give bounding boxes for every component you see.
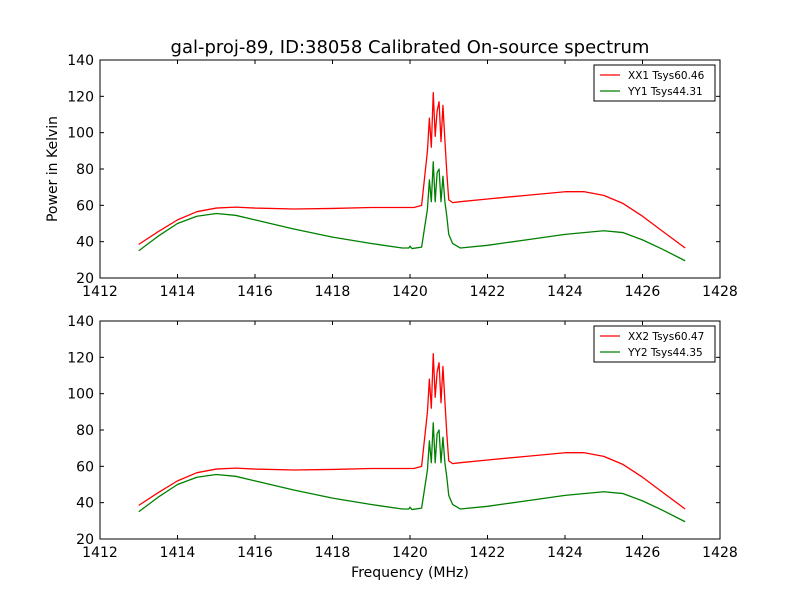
- y-tick-label: 120: [67, 89, 94, 105]
- x-tick-label: 1426: [625, 545, 661, 561]
- y-tick-label: 80: [76, 162, 94, 178]
- legend: XX2 Tsys60.47 YY2 Tsys44.35: [593, 325, 716, 363]
- y-tick-label: 20: [76, 532, 94, 548]
- series-line-xx2: [138, 353, 686, 510]
- y-tick-label: 60: [76, 459, 94, 475]
- series-line-xx1: [138, 92, 686, 249]
- plot-area-frame: [99, 59, 721, 279]
- chart-panel-1: 1412 1414 1416 1418 1420 1422 1424 1426 1428 20 40…: [45, 53, 738, 300]
- x-tick-label: 1412: [82, 284, 118, 300]
- y-tick-label: 140: [67, 314, 94, 330]
- x-axis-label: Frequency (MHz): [351, 565, 469, 581]
- y-tick-label: 40: [76, 235, 94, 251]
- legend-box: [593, 325, 716, 363]
- plot-area-frame: [99, 320, 721, 540]
- series-line-yy1: [138, 161, 686, 262]
- y-tick-label: 20: [76, 271, 94, 287]
- x-tick-label: 1414: [160, 545, 196, 561]
- y-tick-label: 60: [76, 198, 94, 214]
- y-tick-label: 120: [67, 350, 94, 366]
- x-tick-label: 1428: [702, 545, 738, 561]
- y-tick-label: 140: [67, 53, 94, 69]
- series-line-yy2: [138, 422, 686, 523]
- x-tick-label: 1424: [547, 284, 583, 300]
- legend-box: [593, 64, 716, 102]
- x-tick-label: 1418: [315, 284, 351, 300]
- y-tick-label: 40: [76, 496, 94, 512]
- x-tick-label: 1424: [547, 545, 583, 561]
- x-tick-label: 1416: [237, 545, 273, 561]
- y-tick-label: 100: [67, 387, 94, 403]
- x-tick-label: 1426: [625, 284, 661, 300]
- x-tick-label: 1412: [82, 545, 118, 561]
- legend-entry: XX1 Tsys60.46: [628, 70, 705, 82]
- x-tick-label: 1418: [315, 545, 351, 561]
- legend-entry: YY1 Tsys44.31: [627, 86, 703, 98]
- x-tick-label: 1422: [470, 284, 506, 300]
- legend-entry: YY2 Tsys44.35: [627, 347, 703, 359]
- x-tick-label: 1414: [160, 284, 196, 300]
- x-tick-label: 1428: [702, 284, 738, 300]
- chart-panel-2: 1412 1414 1416 1418 1420 1422 1424 1426 1428 20 40…: [67, 314, 738, 581]
- y-tick-label: 100: [67, 126, 94, 142]
- y-axis-label: Power in Kelvin: [45, 116, 61, 222]
- legend: XX1 Tsys60.46 YY1 Tsys44.31: [593, 64, 716, 102]
- y-tick-label: 80: [76, 423, 94, 439]
- x-tick-label: 1420: [392, 284, 428, 300]
- figure-title: gal-proj-89, ID:38058 Calibrated On-sour…: [171, 37, 650, 58]
- x-tick-label: 1416: [237, 284, 273, 300]
- x-tick-label: 1420: [392, 545, 428, 561]
- x-tick-label: 1422: [470, 545, 506, 561]
- legend-entry: XX2 Tsys60.47: [628, 331, 704, 343]
